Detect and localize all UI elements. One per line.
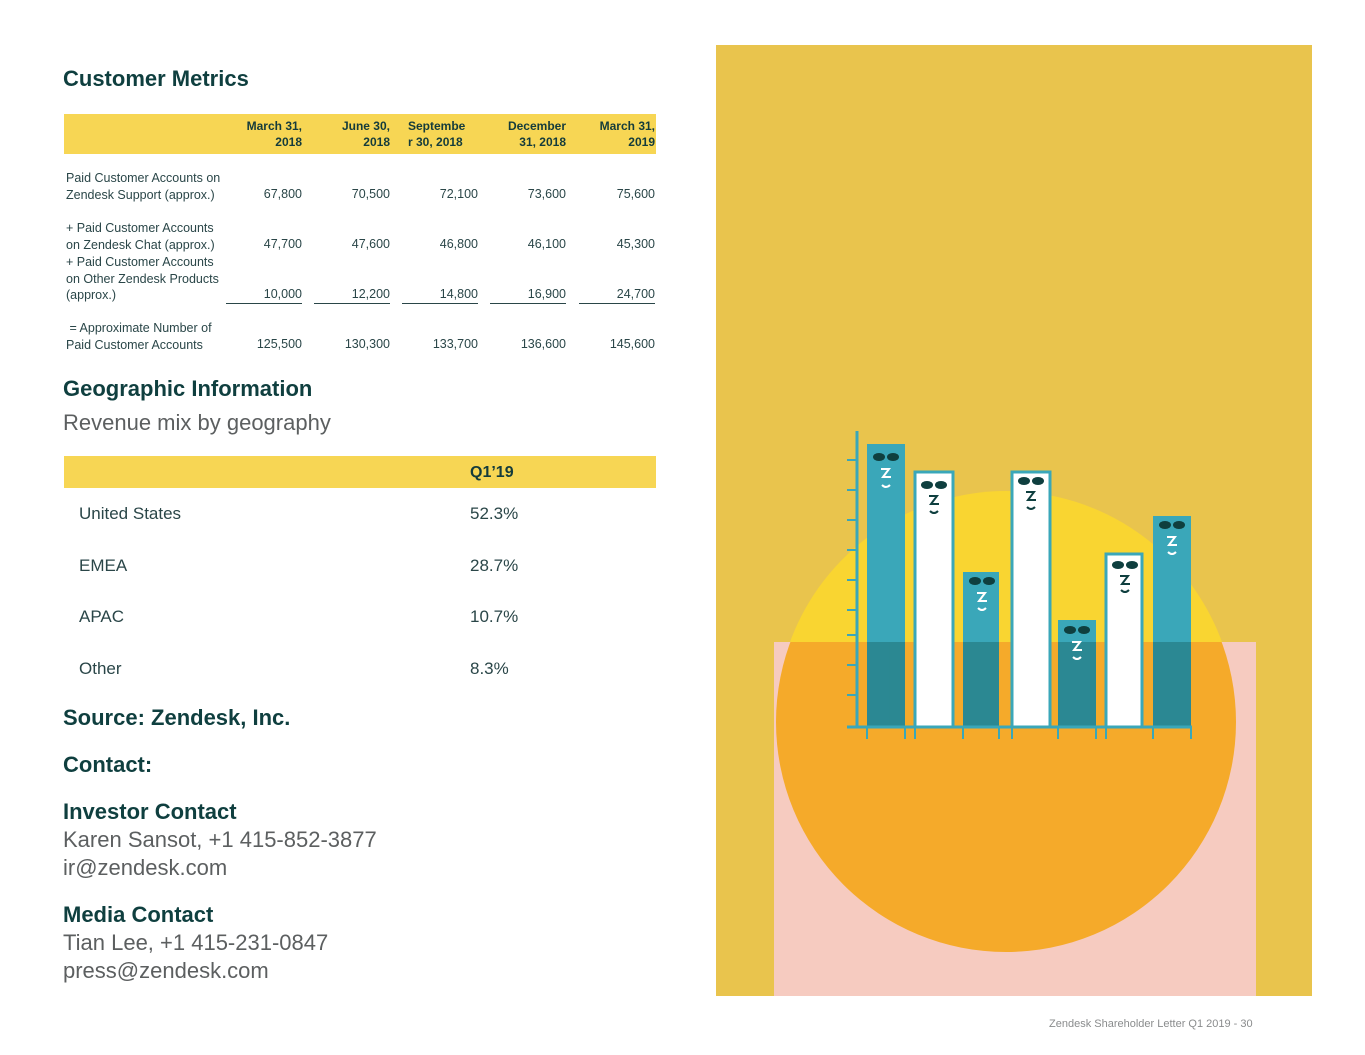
table-cell: 46,100 [527,237,566,251]
table-cell: 12,200 [314,286,390,304]
bar-face-features [881,468,1177,660]
customer-metrics-heading: Customer Metrics [63,66,249,91]
metrics-column-header: March 31, 2019 [599,119,655,149]
investor-contact-name-phone: Karen Sansot, +1 415-852-3877 [63,827,377,852]
investor-contact-email[interactable]: ir@zendesk.com [63,855,228,880]
row-label: + Paid Customer Accounts on Zendesk Chat … [66,221,215,252]
table-cell: 145,600 [609,337,655,351]
table-cell: 133,700 [432,337,478,351]
region-label: APAC [79,607,125,626]
metrics-column-header: December 31, 2018 [507,119,566,149]
table-cell: 73,600 [527,187,566,201]
region-percent: 28.7% [470,556,519,575]
x-axis-ticks [866,727,1192,739]
white-bar-face-features [929,491,1130,593]
geographic-heading: Geographic Information [63,376,313,401]
region-percent: 10.7% [470,607,519,626]
metrics-column-header: March 31, 2018 [246,119,302,149]
investor-contact-heading: Investor Contact [63,799,237,824]
geography-table: Q1’19 United States 52.3% EMEA 28.7% APA… [64,456,656,678]
table-cell: 130,300 [344,337,390,351]
geography-table-header: Q1’19 [64,456,656,488]
y-axis-ticks [847,459,857,696]
table-cell: 14,800 [402,286,478,304]
table-row: APAC 10.7% [64,607,656,637]
row-label: Paid Customer Accounts on Zendesk Support… [66,171,221,202]
source-heading: Source: Zendesk, Inc. [63,705,291,730]
quarter-header: Q1’19 [470,464,514,481]
row-label: + Paid Customer Accounts on Other Zendesk… [66,255,219,302]
bar-faces [873,453,1185,634]
table-cell: 10,000 [226,286,302,304]
bar-characters-illustration [716,45,1312,996]
table-cell: 47,700 [263,237,302,251]
table-cell: 24,700 [579,286,655,304]
table-cell: 75,600 [616,187,655,201]
geographic-subtitle: Revenue mix by geography [63,410,331,435]
page-footer: Zendesk Shareholder Letter Q1 2019 - 30 [1049,1018,1253,1030]
region-percent: 52.3% [470,504,519,523]
table-cell: 45,300 [616,237,655,251]
table-row: United States 52.3% [64,504,656,534]
row-label: = Approximate Number of Paid Customer Acc… [66,321,212,352]
table-cell: 46,800 [439,237,478,251]
customer-metrics-table: March 31, 2018 June 30, 2018 Septembe r 30,… [64,114,656,352]
table-cell: 47,600 [351,237,390,251]
media-contact-email[interactable]: press@zendesk.com [63,958,269,983]
media-contact-heading: Media Contact [63,902,214,927]
white-bar [1010,470,1052,729]
table-cell: 70,500 [351,187,390,201]
region-percent: 8.3% [470,659,509,678]
region-label: EMEA [79,556,128,575]
white-bar [913,470,955,729]
bar-shadows [867,642,1191,727]
table-cell: 72,100 [439,187,478,201]
table-cell: 136,600 [520,337,566,351]
media-contact-name-phone: Tian Lee, +1 415-231-0847 [63,930,329,955]
metrics-table-header: March 31, 2018 June 30, 2018 Septembe r 30,… [64,114,656,154]
metrics-column-header: Septembe r 30, 2018 [408,119,466,149]
table-row: Other 8.3% [64,659,656,689]
region-label: United States [79,504,182,523]
table-cell: 125,500 [256,337,302,351]
table-cell: 67,800 [263,187,302,201]
region-label: Other [79,659,122,678]
table-cell: 16,900 [490,286,566,304]
metrics-column-header: June 30, 2018 [341,119,390,149]
contact-heading: Contact: [63,752,153,777]
table-row: EMEA 28.7% [64,556,656,586]
illustration-graphic [716,45,1312,996]
